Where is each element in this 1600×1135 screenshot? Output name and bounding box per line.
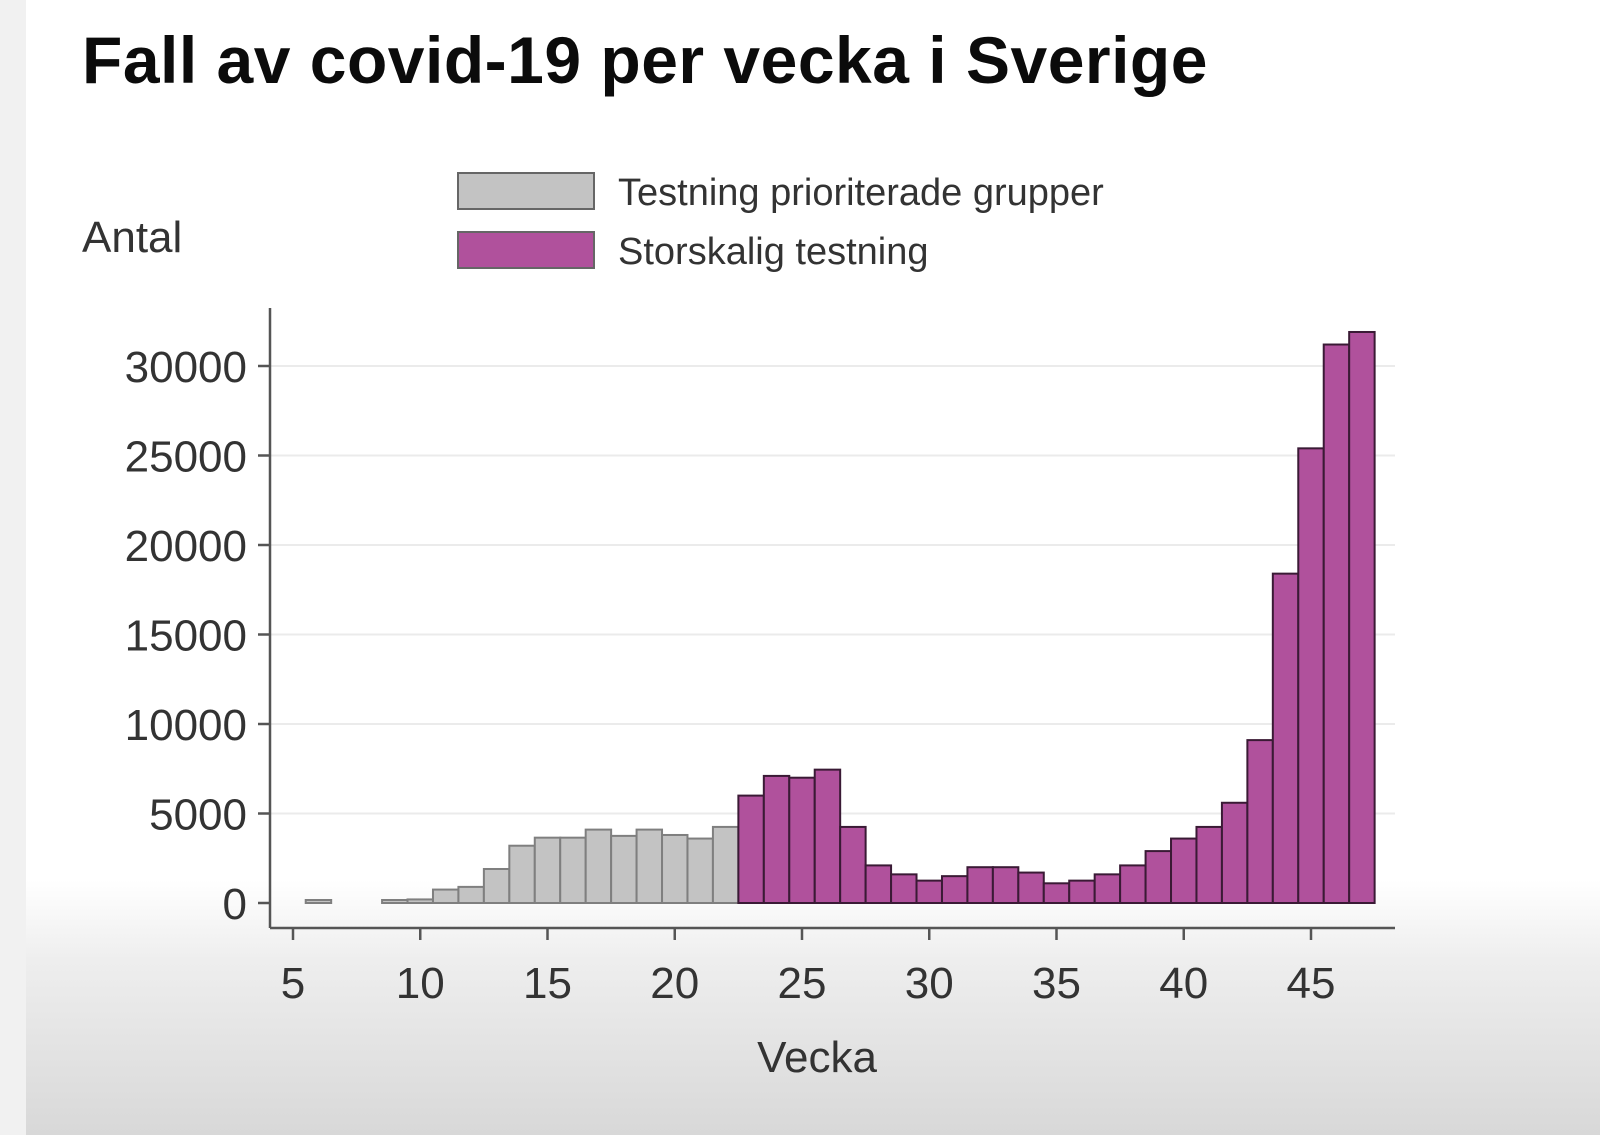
bar [584,828,613,904]
bar [915,879,943,904]
chart-title: Fall av covid-19 per vecka i Sverige [82,23,1208,97]
bar [304,899,333,904]
x-tick-label: 15 [523,959,572,1008]
bar [508,844,536,904]
y-axis-title: Antal [82,213,182,262]
left-edge-strip [0,0,26,1135]
bar [966,866,994,905]
bar [457,885,485,905]
bar [610,834,638,904]
x-tick-label: 20 [650,959,699,1008]
y-tick-label: 25000 [125,433,247,482]
bar [1093,873,1122,904]
bar [1271,572,1300,904]
x-tick-label: 40 [1159,959,1208,1008]
legend-swatch-large-scale [457,231,595,269]
y-tick-label: 15000 [125,612,247,661]
bar [762,774,791,904]
x-axis-title: Vecka [757,1033,877,1082]
bar [1195,825,1223,904]
bar [839,825,867,904]
bar [940,875,969,905]
bar [1144,850,1173,905]
bar [711,825,740,904]
bar [813,768,842,905]
bars [304,330,1376,905]
x-tick-label: 30 [905,959,954,1008]
bar [431,888,460,905]
legend: Testning prioriterade grupper Storskalig… [457,172,1104,273]
x-tick-labels: 5 10 15 20 25 30 35 40 45 [281,959,1336,1008]
bar [482,867,511,904]
x-tick-label: 45 [1287,959,1336,1008]
legend-label-large-scale: Storskalig testning [618,231,929,273]
bar [788,776,816,905]
bar [559,836,587,904]
y-tick-label: 10000 [125,701,247,750]
bar [1119,864,1147,904]
bar [686,837,714,904]
bar [1246,739,1274,904]
y-tick-label: 20000 [125,522,247,571]
legend-label-prioritized: Testning prioriterade grupper [618,172,1104,214]
bar [1297,447,1325,904]
y-tick-label: 0 [223,880,247,929]
bar [635,828,664,904]
x-tick-label: 5 [281,959,305,1008]
bar [1042,882,1071,904]
bar [533,836,562,904]
bar [1322,343,1351,904]
y-tick-label: 30000 [125,343,247,392]
x-tick-label: 10 [396,959,445,1008]
bar [991,866,1020,905]
bar [890,873,918,904]
bar [661,833,689,904]
x-tick-label: 35 [1032,959,1081,1008]
x-tick-label: 25 [778,959,827,1008]
bar [1170,837,1198,904]
bar [1220,801,1249,905]
bar [1348,330,1376,904]
bar [1068,879,1096,904]
legend-swatch-prioritized [457,172,595,210]
axes [258,308,1395,940]
y-tick-labels: 0 5000 10000 15000 20000 25000 30000 [125,343,247,929]
bar [737,794,765,904]
bar [1017,871,1045,905]
bar [381,899,409,904]
bar [406,898,434,904]
bar [864,864,893,904]
y-tick-label: 5000 [149,791,247,840]
grid-lines [270,365,1395,815]
